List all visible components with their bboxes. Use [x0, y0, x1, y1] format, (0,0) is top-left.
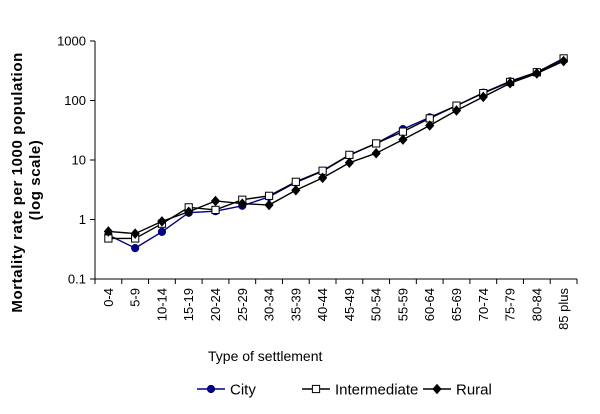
data-point-rural [398, 134, 408, 145]
data-point-intermediate [345, 150, 354, 159]
data-point-rural [505, 77, 515, 89]
legend-item-rural: Rural [423, 382, 492, 399]
plot-area: 0.1 1 10 100 1000 0-4 5-9 10-14 15-19 20-24 25-29 3… [57, 34, 578, 330]
data-point-city [131, 244, 140, 253]
legend-item-intermediate: Intermediate [302, 382, 418, 399]
x-tick-label: 5-9 [128, 288, 143, 307]
x-tick-label: 45-49 [342, 288, 357, 321]
x-tick-label: 75-79 [503, 288, 518, 321]
data-point-rural [344, 157, 354, 168]
x-tick-label: 80-84 [529, 288, 544, 321]
data-point-rural [210, 195, 221, 207]
series-rural [103, 55, 569, 239]
x-tick-label: 15-19 [181, 288, 196, 321]
data-point-intermediate [211, 205, 220, 214]
legend-label-rural: Rural [456, 382, 492, 399]
x-tick-label: 10-14 [154, 288, 169, 321]
y-axis-title-group: Mortality rate per 1000 population (log … [9, 47, 44, 312]
x-axis-title: Type of settlement [208, 348, 323, 364]
x-tick-label: 55-59 [395, 288, 410, 321]
data-point-intermediate [398, 127, 408, 136]
y-tick-label: 1 [79, 212, 86, 227]
x-tick-label: 50-54 [369, 288, 384, 321]
data-point-city [157, 227, 167, 236]
data-point-rural [237, 198, 247, 209]
data-point-intermediate [372, 139, 381, 148]
data-point-rural [371, 147, 381, 159]
data-point-rural [291, 185, 301, 196]
series-intermediate [104, 54, 568, 243]
x-tick-label: 0-4 [101, 288, 116, 307]
y-tick-label: 10 [72, 153, 86, 168]
x-tick-label: 25-29 [235, 288, 250, 321]
x-tick-label: 30-34 [262, 288, 277, 321]
data-point-rural [451, 105, 462, 116]
data-point-rural [425, 120, 435, 131]
x-tick-label: 70-74 [476, 288, 491, 321]
legend-marker-city [206, 384, 216, 394]
data-point-rural [532, 68, 542, 79]
x-tick-label: 85 plus [556, 288, 571, 330]
legend: City Intermediate Rural [197, 382, 492, 399]
data-point-rural [157, 216, 167, 227]
x-tick-label: 35-39 [288, 288, 303, 321]
data-point-rural [130, 228, 140, 239]
data-point-rural [264, 199, 274, 211]
legend-marker-intermediate [311, 384, 321, 394]
y-axis-title-line-2: (log scale) [27, 140, 44, 221]
y-axis-title-line-1: Mortality rate per 1000 population [9, 52, 26, 312]
legend-label-city: City [230, 382, 256, 399]
y-tick-label: 100 [64, 93, 86, 108]
y-tick-label: 1000 [57, 34, 86, 49]
data-point-intermediate [291, 177, 300, 186]
series-line-rural [108, 60, 564, 235]
x-tick-label: 20-24 [208, 288, 223, 321]
data-point-rural [318, 172, 328, 184]
legend-label-intermediate: Intermediate [335, 382, 418, 399]
data-point-rural [103, 226, 113, 237]
y-tick-label: 0.1 [68, 272, 86, 287]
data-point-rural [184, 206, 194, 218]
legend-item-city: City [197, 382, 256, 399]
legend-marker-rural [432, 383, 442, 395]
data-point-rural [478, 91, 488, 103]
x-tick-label: 65-69 [449, 288, 464, 321]
x-tick-label: 60-64 [422, 288, 437, 321]
y-axis-title: Mortality rate per 1000 population (log … [9, 47, 44, 312]
series-line-intermediate [108, 57, 564, 240]
data-point-intermediate [264, 191, 274, 200]
data-point-rural [559, 55, 569, 67]
series-city [104, 55, 568, 253]
x-tick-label: 40-44 [315, 288, 330, 321]
